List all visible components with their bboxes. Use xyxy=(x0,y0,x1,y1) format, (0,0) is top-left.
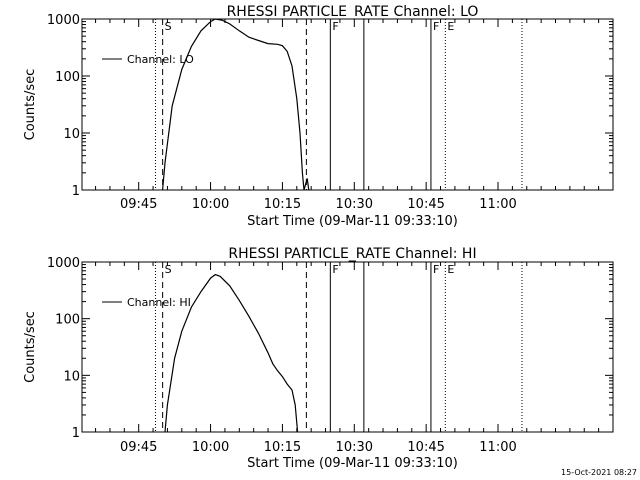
x-tick-label: 10:00 xyxy=(192,440,229,455)
x-tick-label: 11:00 xyxy=(479,440,516,455)
x-tick-label: 10:45 xyxy=(407,440,444,455)
legend-label: Channel: LO xyxy=(127,53,194,66)
x-tick-label: 10:15 xyxy=(264,440,301,455)
x-tick-label: 11:00 xyxy=(479,197,516,212)
x-axis-label: Start Time (09-Mar-11 09:33:10) xyxy=(247,214,458,229)
panel-hi: RHESSI PARTICLE_RATE Channel: HIS F F E1101… xyxy=(23,246,614,471)
y-tick-label: 10 xyxy=(63,369,80,384)
event-marker-label-e: E xyxy=(447,20,454,33)
event-marker-label-f: F xyxy=(332,20,338,33)
x-tick-label: 09:45 xyxy=(120,440,157,455)
series-line-channel-hi xyxy=(164,273,299,433)
event-marker-label-f: F xyxy=(433,263,439,276)
y-tick-label: 10 xyxy=(63,127,80,142)
event-marker-label-f: F xyxy=(332,263,338,276)
y-tick-label: 1000 xyxy=(47,13,80,28)
y-tick-label: 100 xyxy=(55,70,80,85)
chart-title: RHESSI PARTICLE_RATE Channel: LO xyxy=(227,4,479,20)
y-axis-label: Counts/sec xyxy=(23,311,38,383)
y-tick-label: 1000 xyxy=(47,256,80,271)
event-marker-label-s: S xyxy=(165,263,172,276)
chart-title: RHESSI PARTICLE_RATE Channel: HI xyxy=(228,246,476,262)
x-axis-label: Start Time (09-Mar-11 09:33:10) xyxy=(247,456,458,471)
y-tick-label: 1 xyxy=(72,426,80,441)
event-marker-label-f: F xyxy=(433,20,439,33)
y-axis-label: Counts/sec xyxy=(23,69,38,141)
y-tick-label: 100 xyxy=(55,313,80,328)
y-tick-label: 1 xyxy=(72,184,80,199)
footer-timestamp: 15-Oct-2021 08:27 xyxy=(561,468,637,477)
x-tick-label: 09:45 xyxy=(120,197,157,212)
x-tick-label: 10:15 xyxy=(264,197,301,212)
plot-frame xyxy=(81,18,614,191)
series-line-channel-lo xyxy=(162,18,310,191)
event-marker-label-e: E xyxy=(447,263,454,276)
plot-frame xyxy=(81,261,614,433)
event-marker-label-s: S xyxy=(165,20,172,33)
panel-lo: RHESSI PARTICLE_RATE Channel: LOS F F E1101… xyxy=(23,4,614,229)
legend-label: Channel: HI xyxy=(127,296,191,309)
x-tick-label: 10:30 xyxy=(336,440,373,455)
x-tick-label: 10:00 xyxy=(192,197,229,212)
x-tick-label: 10:30 xyxy=(336,197,373,212)
x-tick-label: 10:45 xyxy=(407,197,444,212)
